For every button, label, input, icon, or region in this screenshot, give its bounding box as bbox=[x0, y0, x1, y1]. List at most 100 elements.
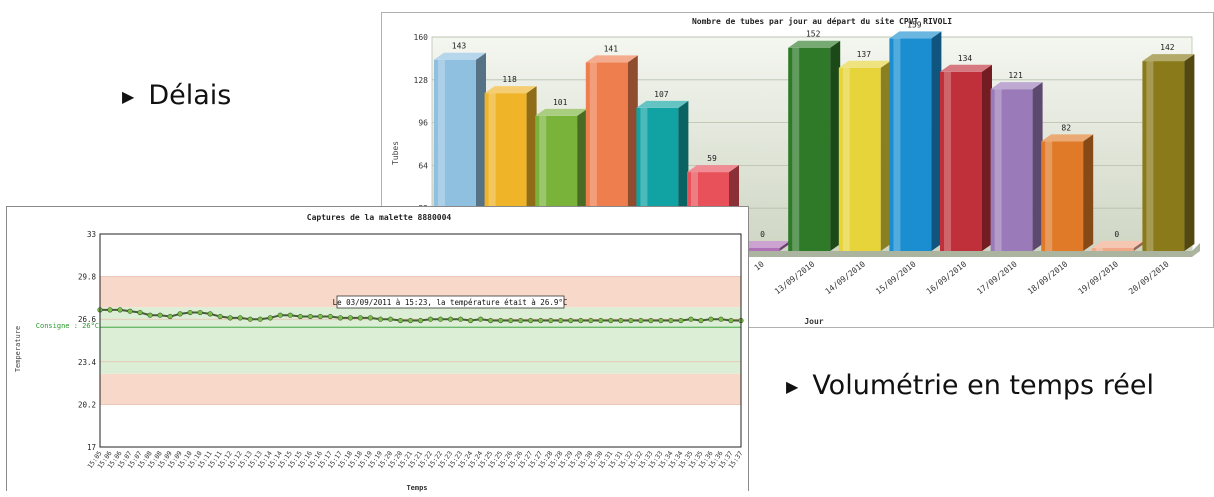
bar-value-label: 143 bbox=[452, 42, 467, 51]
bar-top bbox=[788, 40, 841, 48]
bar bbox=[1142, 61, 1185, 252]
temperature-point bbox=[357, 315, 364, 321]
bar-highlight bbox=[842, 67, 850, 251]
line-y-tick-label: 23.4 bbox=[78, 358, 97, 367]
temperature-point bbox=[538, 317, 544, 324]
bar-value-label: 141 bbox=[604, 44, 619, 53]
temperature-point bbox=[708, 316, 714, 322]
temperature-point bbox=[658, 317, 664, 324]
bar bbox=[737, 248, 780, 251]
temperature-point bbox=[568, 317, 574, 324]
temperature-point bbox=[337, 315, 343, 321]
temperature-point bbox=[498, 317, 504, 324]
bar-highlight bbox=[1146, 61, 1154, 252]
bar-x-tick-label: 10 bbox=[753, 259, 766, 272]
temperature-point bbox=[377, 316, 384, 322]
bar-value-label: 118 bbox=[502, 75, 517, 84]
bar-y-tick-label: 128 bbox=[414, 76, 429, 85]
temperature-point bbox=[137, 309, 143, 316]
bar-top bbox=[434, 52, 486, 60]
triangle-right-icon: ▶ bbox=[786, 377, 799, 396]
bar-highlight bbox=[640, 107, 648, 251]
temperature-point bbox=[217, 313, 223, 320]
bar bbox=[838, 67, 881, 251]
line-chart-panel: Captures de la malette 8880004 Temperatu… bbox=[6, 206, 749, 492]
bar-top bbox=[636, 100, 689, 108]
bar-side bbox=[1083, 134, 1094, 251]
bar-value-label: 0 bbox=[1114, 230, 1119, 239]
bar-x-tick-label: 14/09/2010 bbox=[824, 259, 868, 296]
bar-x-tick-label: 16/09/2010 bbox=[925, 259, 969, 296]
temperature-point bbox=[327, 313, 333, 320]
bar-highlight bbox=[1045, 141, 1053, 251]
temperature-point bbox=[558, 317, 564, 324]
temperature-point bbox=[528, 317, 534, 324]
temperature-point bbox=[488, 317, 494, 324]
bar bbox=[1041, 141, 1084, 251]
line-y-tick-label: 29.8 bbox=[78, 273, 97, 282]
bar-x-tick-label: 20/09/2010 bbox=[1127, 259, 1171, 296]
triangle-right-icon: ▶ bbox=[122, 87, 135, 106]
temperature-point bbox=[427, 316, 434, 322]
temperature-point bbox=[247, 316, 253, 322]
bullet-volumetrie-text: Volumétrie en temps réel bbox=[812, 370, 1154, 401]
temperature-point bbox=[518, 317, 524, 324]
temperature-point bbox=[407, 317, 414, 324]
temperature-point bbox=[457, 316, 464, 322]
bar bbox=[940, 71, 982, 252]
temperature-point bbox=[718, 316, 724, 322]
temperature-point bbox=[207, 311, 213, 317]
bar-side bbox=[880, 60, 891, 252]
bar-value-label: 82 bbox=[1061, 123, 1071, 132]
line-y-tick-label: 33 bbox=[87, 230, 96, 239]
bar-value-label: 101 bbox=[553, 98, 568, 107]
bar bbox=[990, 89, 1033, 251]
bar-top bbox=[889, 31, 942, 39]
temperature-point bbox=[287, 312, 293, 318]
bar-x-tick-label: 17/09/2010 bbox=[975, 259, 1019, 296]
bar-value-label: 152 bbox=[806, 30, 821, 39]
bar-highlight bbox=[792, 47, 800, 252]
line-chart-title: Captures de la malette 8880004 bbox=[307, 213, 452, 222]
temperature-point bbox=[277, 312, 283, 318]
temperature-point bbox=[638, 317, 644, 324]
temperature-point bbox=[467, 317, 474, 324]
bar-top bbox=[585, 55, 638, 63]
temperature-point bbox=[548, 317, 554, 324]
bar-value-label: 107 bbox=[654, 90, 669, 99]
bar-value-label: 59 bbox=[707, 154, 717, 163]
bar-x-tick-label: 15/09/2010 bbox=[874, 259, 918, 296]
consigne-label: Consigne : 26°C bbox=[36, 322, 99, 330]
bar bbox=[889, 38, 932, 252]
bar-side bbox=[476, 52, 486, 251]
bar-value-label: 0 bbox=[760, 230, 765, 239]
bar-side bbox=[830, 40, 841, 252]
temperature-point bbox=[107, 307, 113, 313]
temperature-point bbox=[127, 308, 133, 314]
temperature-band bbox=[100, 307, 741, 374]
bar-top bbox=[990, 82, 1043, 90]
temperature-point bbox=[417, 317, 424, 324]
bar-highlight bbox=[994, 89, 1002, 251]
bar bbox=[1091, 248, 1134, 251]
temperature-point bbox=[167, 313, 173, 320]
temperature-point bbox=[297, 313, 303, 320]
temperature-point bbox=[678, 317, 684, 324]
bar-top bbox=[484, 86, 537, 94]
bar-highlight bbox=[438, 59, 445, 251]
bar-x-tick-label: 13/09/2010 bbox=[773, 259, 817, 296]
temperature-point bbox=[508, 317, 514, 324]
line-chart: Captures de la malette 8880004 Temperatu… bbox=[14, 213, 745, 492]
bar-top bbox=[1091, 241, 1144, 248]
bar-highlight bbox=[944, 71, 951, 252]
tooltip-text: Le 03/09/2011 à 15:23, la température ét… bbox=[333, 298, 568, 307]
bar-y-axis-label: Tubes bbox=[391, 141, 400, 165]
bar-highlight bbox=[539, 115, 547, 251]
bar-top bbox=[737, 241, 790, 248]
bar-top bbox=[940, 64, 992, 72]
temperature-point bbox=[477, 316, 484, 322]
bar-side bbox=[627, 55, 638, 251]
temperature-point bbox=[628, 317, 634, 324]
temperature-point bbox=[367, 315, 374, 321]
bar-top bbox=[535, 108, 588, 116]
